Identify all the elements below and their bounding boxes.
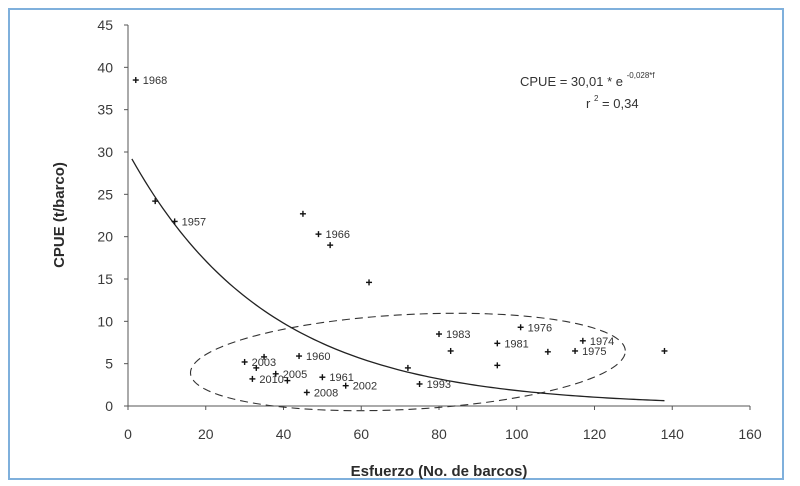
x-tick-label: 80 xyxy=(431,426,447,442)
x-tick-label: 0 xyxy=(124,426,132,442)
r-squared-exponent: 2 xyxy=(594,94,599,103)
data-point xyxy=(661,347,668,354)
data-point xyxy=(296,353,303,360)
data-point xyxy=(494,362,501,369)
data-point xyxy=(404,364,411,371)
point-label: 1966 xyxy=(325,229,349,241)
data-point xyxy=(436,331,442,338)
y-tick-label: 0 xyxy=(105,398,113,414)
data-point xyxy=(327,242,334,249)
axes xyxy=(127,25,750,407)
data-point xyxy=(171,218,178,225)
data-point xyxy=(249,375,256,382)
y-axis-title: CPUE (t/barco) xyxy=(51,162,68,268)
data-point xyxy=(579,337,586,344)
equation-annotation: CPUE = 30,01 * e -0,028*f r 2 = 0,34 xyxy=(520,71,655,111)
point-label: 2003 xyxy=(252,357,276,369)
point-label: 1968 xyxy=(143,75,167,87)
data-point xyxy=(299,210,306,217)
x-axis-title: Esfuerzo (No. de barcos) xyxy=(351,463,528,480)
y-tick-label: 35 xyxy=(97,102,113,118)
data-point xyxy=(272,370,279,377)
point-label: 1974 xyxy=(590,336,614,348)
equation-line-1: CPUE = 30,01 * e -0,028*f xyxy=(520,71,655,89)
data-point xyxy=(152,198,159,205)
point-label: 1976 xyxy=(528,322,552,334)
x-tick-label: 20 xyxy=(198,426,214,442)
point-label: 1960 xyxy=(306,351,330,363)
y-tick-label: 20 xyxy=(97,229,113,245)
data-point xyxy=(241,358,248,365)
y-tick-label: 40 xyxy=(97,59,113,75)
data-point xyxy=(544,348,551,355)
x-tick-label: 40 xyxy=(276,426,292,442)
point-label: 1961 xyxy=(329,372,353,384)
x-tick-label: 140 xyxy=(661,426,685,442)
data-point xyxy=(517,324,524,331)
y-tick-label: 5 xyxy=(105,356,113,372)
data-point xyxy=(132,77,139,84)
fit-curve xyxy=(131,158,665,402)
point-label: 1957 xyxy=(182,216,206,228)
point-label: 2008 xyxy=(314,387,338,399)
x-tick-label: 160 xyxy=(738,426,762,442)
data-point xyxy=(447,347,454,354)
y-tick-label: 45 xyxy=(97,17,113,33)
data-point xyxy=(319,374,326,381)
data-point xyxy=(253,364,260,371)
x-ticks: 0 20 40 60 80 100 120 140 160 xyxy=(124,406,762,442)
x-tick-label: 60 xyxy=(353,426,369,442)
chart-frame xyxy=(8,8,784,480)
data-point xyxy=(572,347,579,354)
point-label: 1981 xyxy=(504,338,528,350)
point-label: 1975 xyxy=(582,346,606,358)
point-label: 2005 xyxy=(283,369,307,381)
y-tick-label: 15 xyxy=(97,271,113,287)
data-points xyxy=(132,77,668,396)
data-point xyxy=(366,279,373,286)
data-point xyxy=(284,377,291,384)
point-label: 2002 xyxy=(353,381,377,393)
data-point xyxy=(342,382,349,389)
r-squared-value: = 0,34 xyxy=(602,96,639,111)
point-label: 1993 xyxy=(427,379,451,391)
point-label: 2010 xyxy=(259,374,283,386)
equation-exponent: -0,028*f xyxy=(627,71,656,80)
y-tick-label: 25 xyxy=(97,186,113,202)
cluster-ellipse xyxy=(189,312,626,412)
y-tick-label: 30 xyxy=(97,144,113,160)
data-point xyxy=(494,340,501,347)
x-tick-label: 120 xyxy=(583,426,607,442)
data-point xyxy=(303,389,310,396)
point-label: 1983 xyxy=(446,329,470,341)
equation-line-2: r 2 = 0,34 xyxy=(586,89,639,111)
y-ticks: 0 5 10 15 20 25 30 35 40 45 xyxy=(97,17,128,414)
x-tick-label: 100 xyxy=(505,426,529,442)
r-squared-prefix: r xyxy=(586,96,591,111)
data-point xyxy=(315,231,322,238)
equation-prefix: CPUE = 30,01 * e xyxy=(520,74,623,89)
data-point xyxy=(261,353,268,360)
y-tick-label: 10 xyxy=(97,313,113,329)
data-point xyxy=(416,380,423,387)
